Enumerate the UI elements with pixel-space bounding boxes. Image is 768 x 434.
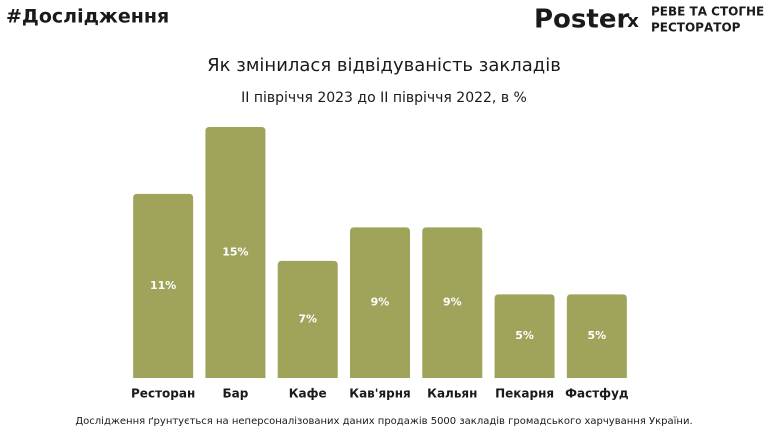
- chart-subtitle: ІІ півріччя 2023 до ІІ півріччя 2022, в …: [241, 90, 527, 106]
- logo-times: x: [627, 11, 639, 32]
- logo: Poster: [534, 5, 629, 35]
- chart-title: Як змінилася відвідуваність закладів: [207, 55, 561, 76]
- bar: [494, 294, 555, 378]
- x-tick-label: Фастфуд: [565, 387, 629, 401]
- value-label: 5%: [515, 329, 534, 342]
- value-label: 7%: [298, 312, 317, 325]
- value-label: 15%: [222, 246, 248, 259]
- hashtag: #Дослідження: [6, 6, 169, 28]
- partner-logo: РЕСТОРАТОР: [651, 21, 741, 35]
- value-label: 11%: [150, 279, 176, 292]
- x-tick-label: Кальян: [427, 387, 477, 401]
- bar: [277, 260, 338, 378]
- bar: [422, 227, 483, 378]
- x-tick-label: Пекарня: [495, 387, 554, 401]
- bar: [350, 227, 410, 378]
- x-tick-label: Кав'ярня: [349, 387, 410, 401]
- x-tick-label: Бар: [223, 387, 249, 401]
- bar: [566, 294, 627, 378]
- x-tick-label: Ресторан: [131, 387, 195, 401]
- x-tick-label: Кафе: [289, 387, 327, 401]
- partner-logo: РЕВЕ ТА СТОГНЕ: [651, 5, 764, 19]
- value-label: 9%: [443, 296, 462, 309]
- footnote: Дослідження ґрунтується на неперсоналізо…: [75, 415, 692, 427]
- bar: [205, 127, 266, 378]
- value-label: 9%: [371, 296, 390, 309]
- value-label: 5%: [588, 329, 607, 342]
- bar: [133, 193, 194, 378]
